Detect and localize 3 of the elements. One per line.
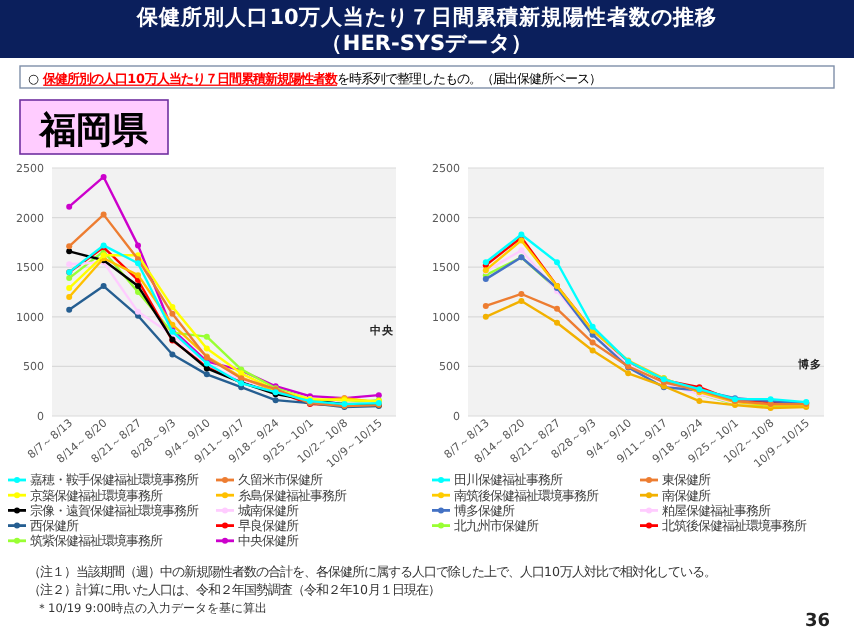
chart-title: 保健所別人口10万人当たり７日間累積新規陽性者数の推移（HER-SYSデータ）	[135, 4, 717, 56]
text: 福岡県	[38, 110, 150, 152]
text: 36	[804, 612, 830, 632]
